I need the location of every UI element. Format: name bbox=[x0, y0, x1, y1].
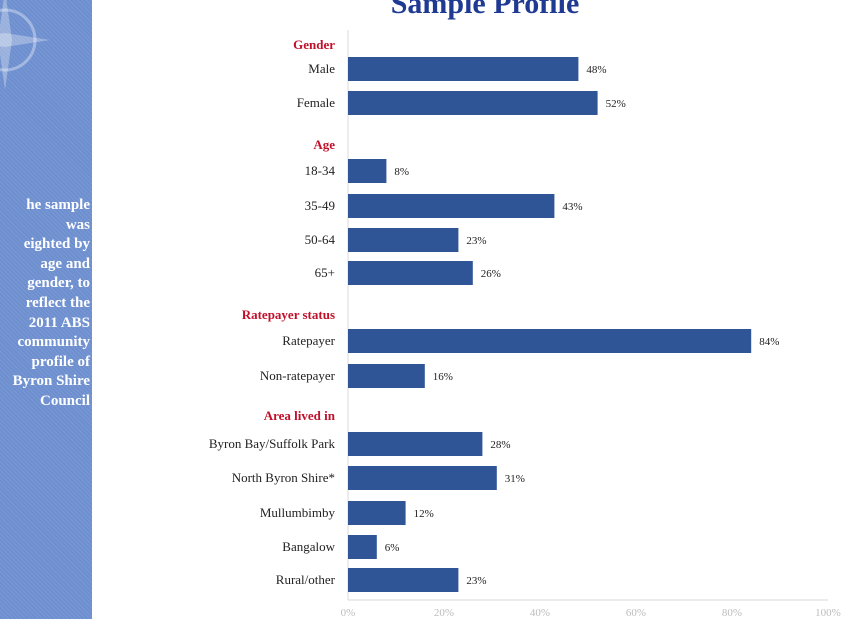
category-label: 65+ bbox=[315, 265, 335, 280]
x-tick-label: 60% bbox=[626, 607, 646, 619]
x-tick-label: 80% bbox=[722, 607, 742, 619]
data-label: 16% bbox=[433, 371, 453, 383]
data-label: 12% bbox=[414, 508, 434, 520]
bar bbox=[348, 57, 579, 81]
bar bbox=[348, 432, 483, 456]
bar bbox=[348, 466, 497, 490]
sidebar-note: he sample was eighted by age and gender,… bbox=[12, 197, 90, 409]
category-label: North Byron Shire* bbox=[232, 470, 335, 485]
section-heading: Area lived in bbox=[264, 408, 336, 423]
category-label: Ratepayer bbox=[282, 333, 335, 348]
category-label: 18-34 bbox=[305, 163, 336, 178]
data-label: 28% bbox=[490, 439, 510, 451]
category-label: Mullumbimby bbox=[260, 505, 336, 520]
data-label: 31% bbox=[505, 473, 525, 485]
page-title: Sample Profile bbox=[390, 0, 580, 20]
bar bbox=[348, 329, 752, 353]
data-label: 48% bbox=[586, 64, 606, 76]
bar bbox=[348, 501, 406, 525]
category-label: Non-ratepayer bbox=[260, 368, 336, 383]
section-heading: Age bbox=[313, 137, 335, 152]
category-label: Rural/other bbox=[276, 572, 336, 587]
compass-logo-icon bbox=[0, 0, 50, 90]
data-label: 43% bbox=[562, 201, 582, 213]
x-tick-label: 0% bbox=[341, 607, 356, 619]
bar bbox=[348, 91, 598, 115]
sidebar-panel: he sample was eighted by age and gender,… bbox=[0, 0, 92, 619]
category-label: Male bbox=[308, 61, 335, 76]
bar bbox=[348, 159, 387, 183]
section-heading: Gender bbox=[293, 37, 335, 52]
data-label: 23% bbox=[466, 575, 486, 587]
section-heading: Ratepayer status bbox=[242, 307, 335, 322]
bar bbox=[348, 261, 473, 285]
category-label: 50-64 bbox=[305, 232, 336, 247]
x-tick-label: 20% bbox=[434, 607, 454, 619]
x-tick-label: 100% bbox=[815, 607, 841, 619]
x-tick-label: 40% bbox=[530, 607, 550, 619]
data-label: 23% bbox=[466, 235, 486, 247]
data-label: 84% bbox=[759, 336, 779, 348]
bar bbox=[348, 228, 459, 252]
bar bbox=[348, 194, 555, 218]
category-label: 35-49 bbox=[305, 198, 335, 213]
category-label: Bangalow bbox=[282, 539, 335, 554]
data-label: 26% bbox=[481, 268, 501, 280]
bar bbox=[348, 364, 425, 388]
bar bbox=[348, 535, 377, 559]
data-label: 52% bbox=[606, 98, 626, 110]
category-label: Female bbox=[297, 95, 335, 110]
bar bbox=[348, 568, 459, 592]
data-label: 8% bbox=[394, 166, 409, 178]
data-label: 6% bbox=[385, 542, 400, 554]
category-label: Byron Bay/Suffolk Park bbox=[209, 436, 336, 451]
